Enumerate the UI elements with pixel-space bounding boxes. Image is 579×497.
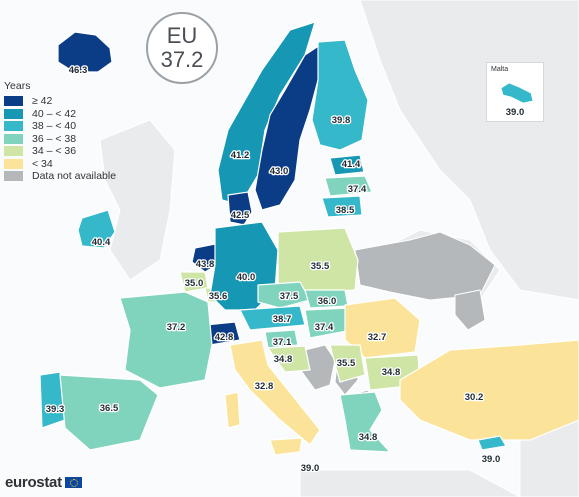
region-estonia[interactable] — [329, 154, 365, 176]
region-slovenia[interactable] — [264, 329, 299, 349]
label-sicily-area: 39.0 — [301, 463, 320, 474]
label-portugal: 39.3 — [46, 404, 65, 415]
legend-swatch — [4, 108, 23, 119]
region-ireland[interactable] — [77, 209, 116, 249]
label-luxembourg: 35.6 — [209, 291, 228, 302]
label-lithuania: 38.5 — [336, 205, 355, 216]
malta-inset-title: Malta — [491, 66, 509, 73]
label-turkey: 30.2 — [465, 392, 484, 403]
legend-item: Data not available — [4, 170, 116, 183]
legend: Years ≥ 42 40 – < 42 38 – < 40 36 – < 38… — [4, 80, 116, 183]
region-sardinia[interactable] — [224, 391, 241, 429]
legend-item: ≥ 42 — [4, 95, 116, 108]
label-croatia: 34.8 — [274, 354, 293, 365]
legend-item-label: < 34 — [32, 157, 53, 170]
label-latvia: 37.4 — [348, 184, 367, 195]
label-bulgaria: 34.8 — [382, 367, 401, 378]
label-slovenia: 37.1 — [273, 337, 292, 348]
legend-item-label: 36 – < 38 — [32, 132, 77, 145]
label-germany: 40.0 — [237, 272, 256, 283]
label-france: 37.2 — [167, 322, 186, 333]
legend-item-label: 40 – < 42 — [32, 107, 77, 120]
legend-item: < 34 — [4, 158, 116, 171]
legend-item: 36 – < 38 — [4, 133, 116, 146]
malta-shape — [500, 82, 534, 104]
region-denmark[interactable] — [227, 191, 253, 226]
region-lithuania[interactable] — [321, 195, 363, 218]
region-italy[interactable] — [229, 339, 321, 446]
eu-badge-value: 37.2 — [160, 47, 204, 72]
label-estonia: 41.4 — [342, 159, 361, 170]
legend-swatch — [4, 171, 23, 182]
region-sicily[interactable] — [269, 437, 303, 456]
region-serbia[interactable] — [329, 344, 366, 383]
label-netherlands: 43.8 — [196, 259, 215, 270]
region-latvia[interactable] — [324, 175, 373, 197]
label-cyprus: 39.0 — [482, 454, 501, 465]
region-austria[interactable] — [239, 305, 306, 331]
legend-swatch — [4, 96, 23, 107]
legend-swatch — [4, 133, 23, 144]
legend-item-label: ≥ 42 — [32, 95, 53, 108]
countries — [39, 21, 579, 456]
label-italy: 32.8 — [255, 381, 274, 392]
label-finland: 39.8 — [332, 115, 351, 126]
legend-item: 40 – < 42 — [4, 108, 116, 121]
region-romania[interactable] — [344, 297, 421, 359]
label-switzerland: 42.8 — [215, 332, 234, 343]
legend-item-label: Data not available — [32, 170, 117, 183]
region-turkey[interactable] — [399, 339, 579, 441]
legend-title: Years — [4, 80, 31, 92]
label-ireland: 40.4 — [92, 237, 111, 248]
label-hungary: 37.4 — [315, 322, 334, 333]
malta-inset: Malta 39.0 — [486, 62, 544, 122]
label-iceland: 46.3 — [69, 65, 88, 76]
legend-item-label: 38 – < 40 — [32, 120, 77, 133]
label-austria: 38.7 — [273, 314, 292, 325]
region-france[interactable] — [119, 291, 213, 389]
label-denmark: 42.5 — [231, 210, 250, 221]
label-sweden: 43.0 — [270, 166, 289, 177]
eu-badge-label: EU — [166, 23, 198, 48]
region-finland[interactable] — [311, 39, 369, 151]
value-labels: 46.3 41.2 43.0 39.8 41.4 37.4 38.5 42.5 … — [44, 64, 501, 476]
label-spain: 36.5 — [100, 403, 119, 414]
legend-swatch — [4, 158, 23, 169]
eurostat-logo: eurostat — [5, 474, 82, 491]
label-poland: 35.5 — [311, 261, 330, 272]
label-norway: 41.2 — [231, 150, 250, 161]
region-croatia[interactable] — [266, 345, 311, 373]
eu-flag-icon — [64, 477, 82, 488]
label-greece: 34.8 — [359, 432, 378, 443]
region-greece[interactable] — [339, 391, 392, 453]
eu-average-badge: EU 37.2 — [146, 12, 218, 84]
label-serbia: 35.5 — [337, 358, 356, 369]
label-romania: 32.7 — [368, 332, 387, 343]
legend-swatch — [4, 121, 23, 132]
label-slovakia: 36.0 — [318, 296, 337, 307]
malta-inset-value: 39.0 — [505, 107, 525, 118]
region-spain[interactable] — [59, 374, 159, 451]
region-iceland[interactable] — [57, 31, 113, 73]
region-czechia[interactable] — [257, 281, 311, 309]
legend-item: 38 – < 40 — [4, 120, 116, 133]
label-belgium: 35.0 — [185, 278, 204, 289]
label-czechia: 37.5 — [280, 291, 299, 302]
legend-swatch — [4, 146, 23, 157]
brand-name: eurostat — [5, 474, 62, 491]
legend-item-label: 34 – < 36 — [32, 145, 77, 158]
region-malta[interactable] — [500, 82, 534, 104]
legend-item: 34 – < 36 — [4, 145, 116, 158]
region-cyprus[interactable] — [477, 435, 507, 451]
